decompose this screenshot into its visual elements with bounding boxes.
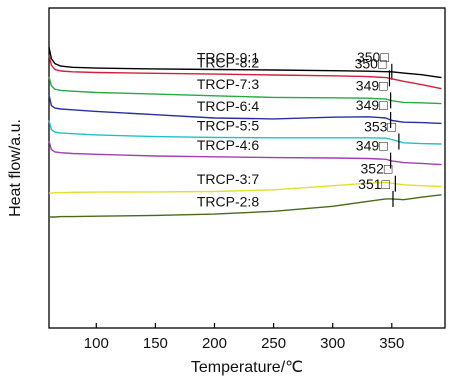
series-line-trcp-9-1 (48, 46, 442, 79)
annotation-trcp-6-4: 349□ (356, 97, 388, 113)
annotation-trcp-2-8: 351□ (358, 176, 390, 192)
series-label-trcp-5-5: TRCP-5:5 (197, 117, 259, 133)
annotation-trcp-8-2: 350□ (355, 55, 387, 71)
annotation-trcp-3-7: 352□ (361, 161, 393, 177)
y-axis-label: Heat flow/a.u. (7, 119, 24, 217)
series-label-trcp-3-7: TRCP-3:7 (197, 171, 259, 187)
series-label-trcp-9-1: TRCP-9:1 (197, 50, 259, 66)
series-line-trcp-2-8 (49, 194, 442, 218)
series-label-trcp-7-3: TRCP-7:3 (197, 76, 259, 92)
series-line-trcp-3-7 (49, 181, 442, 194)
x-axis-label: Temperature/℃ (191, 359, 303, 376)
annotation-trcp-5-5: 353□ (364, 118, 396, 134)
x-tick-layer: 100 150 200 250 300 350 (84, 323, 404, 352)
annotation-trcp-4-6: 349□ (356, 138, 388, 154)
x-tick-label-200: 200 (202, 335, 227, 352)
series-label-trcp-2-8: TRCP-2:8 (197, 194, 259, 210)
series-label-trcp-8-2: TRCP-8:2 (197, 54, 259, 70)
x-tick-label-150: 150 (143, 335, 168, 352)
series-label-trcp-6-4: TRCP-6:4 (197, 98, 259, 114)
series-line-trcp-4-6 (48, 140, 442, 166)
x-tick-label-100: 100 (84, 335, 109, 352)
x-tick-label-300: 300 (320, 335, 345, 352)
series-line-trcp-5-5 (48, 120, 442, 145)
x-tick-label-350: 350 (379, 335, 404, 352)
series-line-trcp-8-2 (48, 55, 442, 90)
x-tick-label-250: 250 (261, 335, 286, 352)
series-line-trcp-6-4 (48, 94, 442, 125)
annotation-trcp-7-3: 349□ (356, 77, 388, 93)
annotation-trcp-9-1: 350□ (357, 49, 389, 65)
series-label-trcp-4-6: TRCP-4:6 (197, 137, 259, 153)
series-line-trcp-7-3 (48, 76, 442, 105)
series-layer: TRCP-9:1 350□ TRCP-8:2 350□ TRCP-7:3 349□ TRCP… (48, 46, 442, 218)
plot-frame (48, 7, 446, 329)
